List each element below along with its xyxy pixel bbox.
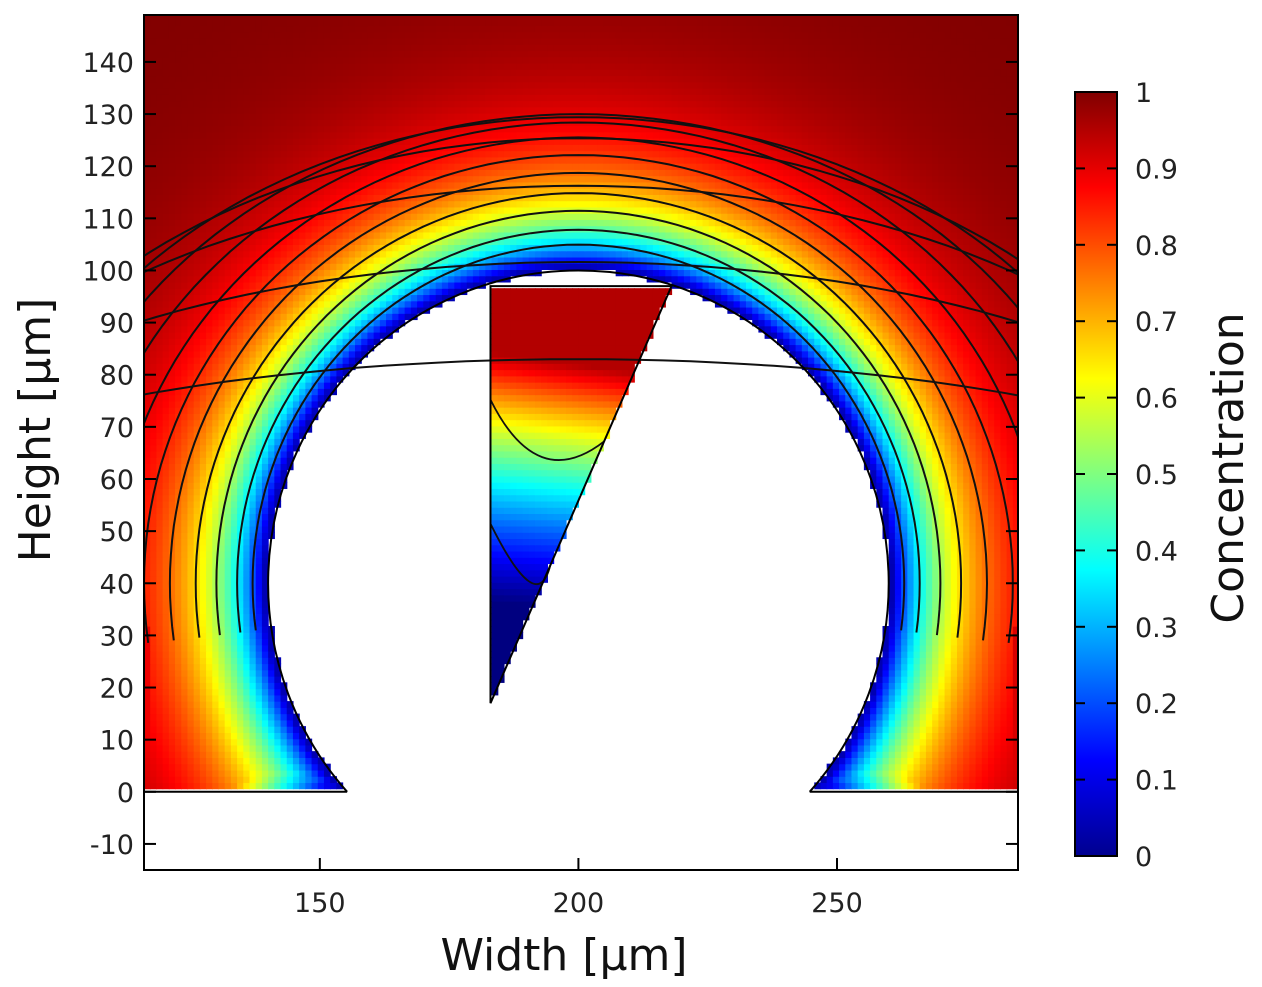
colorbar-tick-label: 0: [1135, 842, 1152, 873]
x-tick-label: 150: [294, 888, 346, 919]
x-axis-ticks: 150 200 250: [294, 858, 863, 919]
y-tick-label: 120: [82, 152, 134, 183]
streamline: [236, 228, 921, 633]
y-tick-label: 90: [100, 309, 134, 340]
wedge-outline: [489, 285, 674, 704]
y-tick-label: 0: [117, 778, 134, 809]
streamline: [144, 154, 1014, 644]
colorbar-tick-label: 0.4: [1135, 536, 1178, 567]
colorbar-tick-label: 0.9: [1135, 154, 1178, 185]
streamline: [168, 171, 989, 641]
streamline: [144, 116, 1018, 275]
y-tick-label: 80: [100, 361, 134, 392]
y-tick-label: 60: [100, 465, 134, 496]
colorbar-tick-label: 0.5: [1135, 460, 1178, 491]
streamline: [251, 243, 906, 631]
streamline: [144, 358, 1018, 397]
y-tick-label: 100: [82, 256, 134, 287]
obstacle-outline: [267, 269, 890, 793]
streamline: [215, 209, 942, 636]
colorbar: 0 0.1 0.2 0.3 0.4 0.5 0.6 0.7 0.8 0.9 1 Concentrat…: [1074, 78, 1254, 873]
x-axis-title: Width [µm]: [440, 930, 687, 981]
colorbar-tick-label: 0.6: [1135, 384, 1178, 415]
wedge-contour: [489, 399, 605, 461]
y-tick-label: 20: [100, 674, 134, 705]
colorbar-tick-label: 0.7: [1135, 307, 1178, 338]
plot-frame: [143, 14, 1019, 871]
colorbar-tick-label: 0.8: [1135, 231, 1178, 262]
streamline: [194, 192, 963, 638]
x-tick-label: 250: [811, 888, 863, 919]
y-tick-label: 40: [100, 569, 134, 600]
y-tick-label: -10: [90, 830, 134, 861]
x-tick-label: 200: [553, 888, 605, 919]
streamline: [144, 137, 1018, 261]
colorbar-tick-label: 1: [1135, 78, 1152, 109]
geometry-outlines: [144, 269, 1018, 793]
colorbar-tick-label: 0.3: [1135, 613, 1178, 644]
y-axis-ticks: -10 0 10 20 30 40 50 60 70 80 90 100 110 120 130 140: [82, 48, 1018, 861]
y-tick-label: 30: [100, 621, 134, 652]
streamline: [144, 113, 1018, 310]
y-tick-label: 110: [82, 204, 134, 235]
colorbar-title: Concentration: [1203, 312, 1254, 623]
y-tick-label: 50: [100, 517, 134, 548]
colorbar-tick-label: 0.2: [1135, 689, 1178, 720]
streamline: [144, 121, 1018, 364]
y-axis-title: Height [µm]: [10, 298, 61, 563]
y-tick-label: 70: [100, 413, 134, 444]
colorbar-ticks: 0 0.1 0.2 0.3 0.4 0.5 0.6 0.7 0.8 0.9 1: [1075, 78, 1178, 873]
streamline: [144, 184, 1018, 276]
y-tick-label: 140: [82, 48, 134, 79]
y-tick-label: 130: [82, 100, 134, 131]
plot-area: [143, 14, 1019, 871]
y-tick-label: 10: [100, 726, 134, 757]
colorbar-tick-label: 0.1: [1135, 766, 1178, 797]
streamline: [144, 260, 1018, 324]
streamlines: [144, 113, 1018, 644]
